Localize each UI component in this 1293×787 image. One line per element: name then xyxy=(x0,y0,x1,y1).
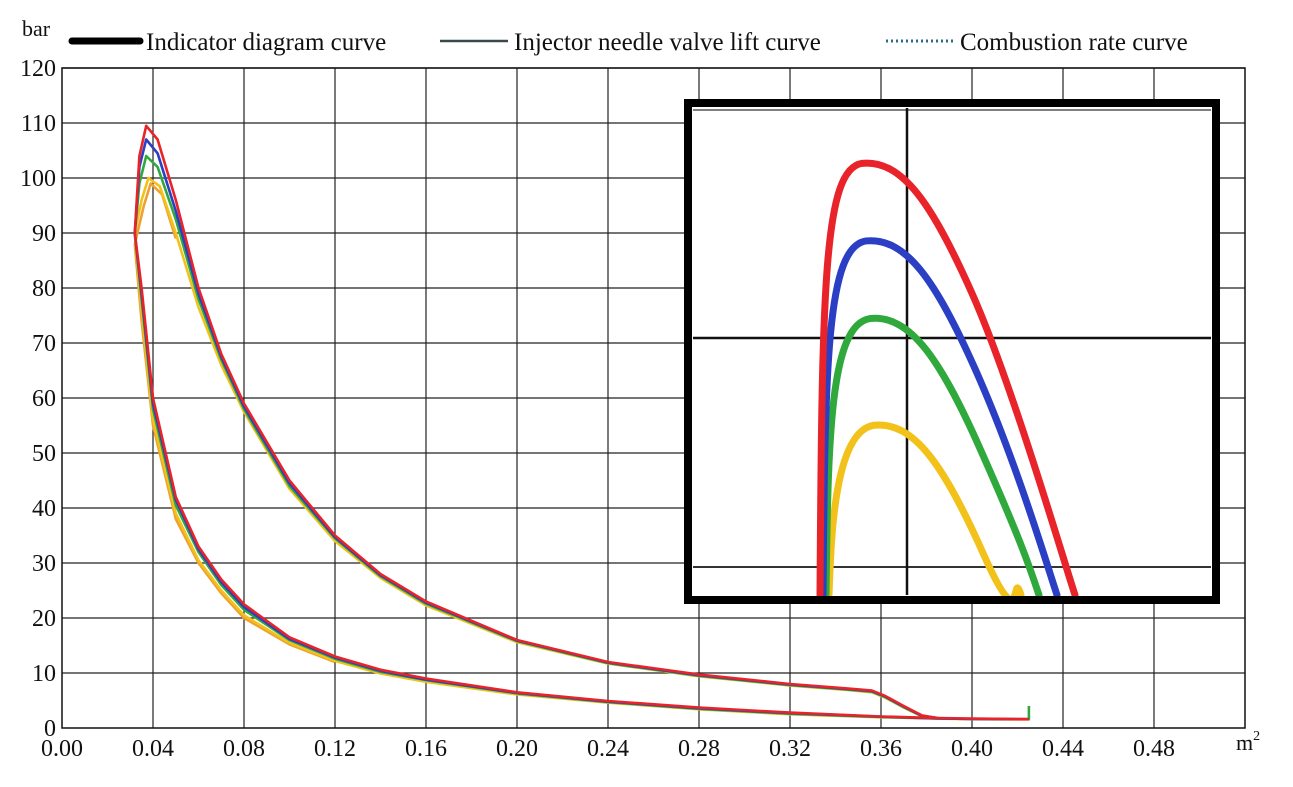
x-tick-label: 0.32 xyxy=(769,736,811,762)
legend-item-combustion: Combustion rate curve xyxy=(886,29,1188,56)
y-tick-label: 60 xyxy=(32,386,56,412)
legend-item-injector: Injector needle valve lift curve xyxy=(440,29,821,56)
x-axis-unit: m2 xyxy=(1236,729,1260,755)
zoom-inset xyxy=(684,99,1220,604)
series-red-compression-line xyxy=(133,232,1029,721)
legend-label-injector: Injector needle valve lift curve xyxy=(514,29,821,56)
y-tick-label: 40 xyxy=(32,496,56,522)
y-tick-label: 80 xyxy=(32,276,56,302)
x-tick-label: 0.40 xyxy=(951,736,993,762)
series-red-expansion-line xyxy=(133,124,939,720)
inset-curve-red xyxy=(816,159,1079,599)
inset-curve-blue xyxy=(819,237,1061,599)
x-tick-label: 0.36 xyxy=(860,736,902,762)
y-tick-label: 90 xyxy=(32,221,56,247)
x-tick-label: 0.44 xyxy=(1042,736,1084,762)
x-axis-unit-base: m xyxy=(1236,730,1253,755)
plot-frame xyxy=(61,67,1246,729)
y-tick-label: 100 xyxy=(20,166,56,192)
inset-frame xyxy=(684,99,1220,604)
inset-curve-green xyxy=(822,314,1043,599)
y-tick-label: 50 xyxy=(32,441,56,467)
x-tick-labels: 0.00 0.04 0.08 0.12 0.16 0.20 0.24 0.28 0.32 0.36… xyxy=(41,736,1175,762)
x-tick-label: 0.48 xyxy=(1133,736,1175,762)
series-layer xyxy=(133,124,1031,721)
y-tick-labels: 0 10 20 30 40 50 60 70 80 90 100 110 120 xyxy=(20,56,56,742)
legend-label-indicator: Indicator diagram curve xyxy=(146,29,386,56)
legend-item-indicator: Indicator diagram curve xyxy=(68,29,386,56)
x-tick-label: 0.24 xyxy=(587,736,629,762)
x-tick-label: 0.08 xyxy=(223,736,265,762)
inset-curves xyxy=(816,159,1079,603)
x-tick-label: 0.00 xyxy=(41,736,83,762)
y-tick-label: 0 xyxy=(44,716,56,742)
legend-label-combustion: Combustion rate curve xyxy=(960,29,1188,56)
y-tick-label: 30 xyxy=(32,551,56,577)
x-tick-label: 0.04 xyxy=(132,736,174,762)
x-tick-label: 0.16 xyxy=(405,736,447,762)
inset-background xyxy=(688,103,1216,600)
x-tick-label: 0.28 xyxy=(678,736,720,762)
x-tick-label: 0.20 xyxy=(496,736,538,762)
series-red xyxy=(133,124,1029,721)
y-tick-label: 110 xyxy=(21,111,56,137)
x-tick-label: 0.12 xyxy=(314,736,356,762)
y-tick-label: 70 xyxy=(32,331,56,357)
legend: Indicator diagram curve Injector needle … xyxy=(68,29,1188,56)
y-tick-label: 120 xyxy=(20,56,56,82)
y-axis-unit: bar xyxy=(22,16,51,41)
y-tick-label: 10 xyxy=(32,661,56,687)
y-tick-label: 20 xyxy=(32,606,56,632)
x-axis-unit-sup: 2 xyxy=(1253,729,1260,744)
